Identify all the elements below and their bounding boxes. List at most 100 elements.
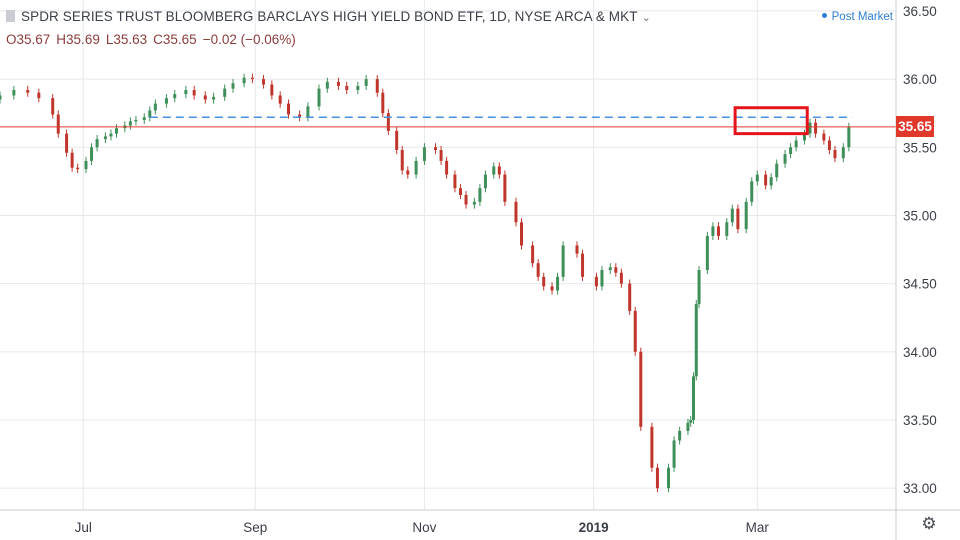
- symbol-title: SPDR SERIES TRUST BLOOMBERG BARCLAYS HIG…: [21, 9, 638, 24]
- candle-body: [223, 88, 227, 97]
- candle-body: [400, 150, 404, 171]
- y-tick-label: 36.50: [903, 4, 937, 19]
- candle-body: [414, 160, 418, 175]
- candle-body: [90, 147, 94, 161]
- chart-title[interactable]: SPDR SERIES TRUST BLOOMBERG BARCLAYS HIG…: [6, 9, 651, 24]
- y-tick-label: 34.50: [903, 277, 937, 292]
- open-value: O35.67: [6, 32, 51, 47]
- candle-body: [325, 81, 329, 89]
- candle-body: [581, 253, 585, 277]
- candle-body: [453, 174, 457, 189]
- candle-body: [270, 84, 274, 96]
- candle-body: [250, 77, 254, 80]
- candle-body: [764, 174, 768, 186]
- candle-body: [705, 235, 709, 270]
- candle-body: [736, 208, 740, 230]
- candle-body: [76, 167, 80, 170]
- highlight-box: [733, 106, 809, 136]
- candle-body: [716, 226, 720, 236]
- candle-body: [497, 166, 501, 175]
- candle-body: [153, 103, 157, 111]
- candle-body: [711, 226, 715, 236]
- y-tick-label: 33.50: [903, 413, 937, 428]
- candle-body: [628, 283, 632, 311]
- candle-body: [356, 85, 360, 90]
- candle-body: [375, 79, 379, 93]
- high-value: H35.69: [56, 32, 100, 47]
- candle-body: [514, 201, 518, 223]
- candle-body: [633, 310, 637, 352]
- candle-body: [56, 114, 60, 134]
- candle-body: [691, 376, 695, 420]
- candle-body: [262, 79, 266, 85]
- candle-body: [755, 174, 759, 182]
- candle-body: [128, 121, 132, 126]
- candle-body: [808, 122, 812, 134]
- candle-body: [472, 201, 476, 205]
- candle-body: [65, 133, 69, 153]
- candle-body: [730, 208, 734, 223]
- y-tick-label: 33.00: [903, 481, 937, 496]
- candle-body: [769, 177, 773, 186]
- candle-body: [345, 85, 349, 90]
- x-tick-label: Mar: [746, 520, 770, 535]
- candle-body: [600, 270, 604, 287]
- last-price-badge: 35.65: [896, 116, 934, 138]
- candle-body: [306, 106, 310, 118]
- candle-body: [298, 114, 302, 118]
- candle-body: [686, 422, 690, 431]
- candle-body: [822, 133, 826, 141]
- candle-body: [550, 286, 554, 291]
- y-tick-label: 36.00: [903, 72, 937, 87]
- candle-body: [134, 120, 138, 122]
- candle-body: [26, 90, 30, 93]
- candle-body: [115, 128, 119, 134]
- candle-body: [639, 351, 643, 427]
- candle-body: [203, 95, 207, 100]
- candle-body: [833, 150, 837, 159]
- candle-body: [744, 201, 748, 230]
- close-value: C35.65: [153, 32, 197, 47]
- change-value: −0.02 (−0.06%): [202, 32, 296, 47]
- candle-body: [395, 130, 399, 150]
- candle-body: [697, 270, 701, 305]
- low-value: L35.63: [105, 32, 148, 47]
- flag-icon: [6, 10, 15, 22]
- candle-body: [802, 133, 806, 141]
- candle-body: [561, 245, 565, 277]
- post-market-indicator[interactable]: Post Market: [821, 11, 893, 23]
- post-market-label: Post Market: [831, 11, 893, 23]
- candle-body: [478, 188, 482, 202]
- candle-body: [84, 160, 88, 170]
- candle-body: [827, 140, 831, 150]
- y-tick-label: 34.00: [903, 345, 937, 360]
- candle-body: [286, 103, 290, 115]
- candle-body: [173, 94, 177, 99]
- candle-body: [95, 139, 99, 148]
- candle-body: [184, 90, 188, 95]
- candle-body: [814, 122, 818, 134]
- candle-body: [483, 174, 487, 189]
- candle-body: [789, 147, 793, 155]
- candle-body: [667, 467, 671, 489]
- status-dot-icon: [821, 13, 827, 18]
- gear-icon[interactable]: ⚙: [921, 514, 937, 533]
- candle-body: [464, 195, 468, 205]
- candle-body: [458, 188, 462, 195]
- candle-body: [434, 147, 438, 150]
- candle-body: [847, 126, 851, 148]
- candle-body: [212, 96, 216, 100]
- candle-body: [689, 420, 693, 423]
- x-tick-label: Jul: [75, 520, 92, 535]
- candle-body: [231, 83, 235, 89]
- candle-body: [445, 160, 449, 175]
- y-tick-label: 35.00: [903, 208, 937, 223]
- candle-body: [278, 95, 282, 104]
- overlays: [0, 106, 896, 136]
- candle-body: [164, 98, 168, 104]
- candle-body: [439, 150, 443, 161]
- chevron-down-icon[interactable]: ⌄: [641, 12, 651, 24]
- candle-body: [317, 88, 321, 107]
